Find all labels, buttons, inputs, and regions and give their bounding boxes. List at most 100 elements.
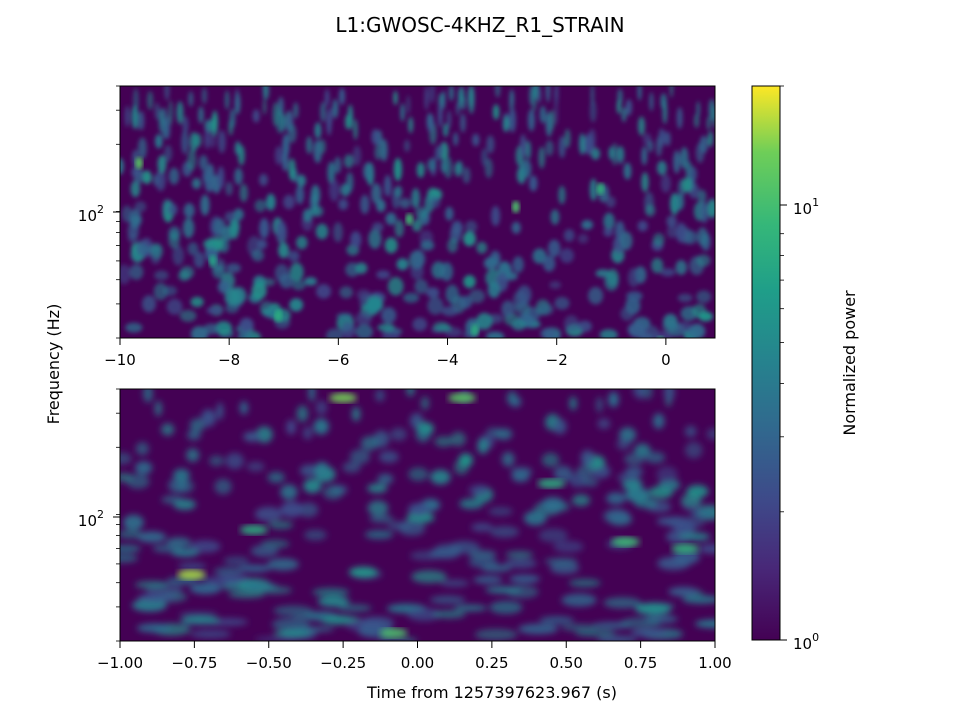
colorbar-tick-exp-bottom: 0: [812, 631, 819, 644]
top-texture-blob: [360, 194, 370, 214]
bottom-hotspot: [448, 392, 477, 403]
top-texture-blob: [396, 258, 409, 271]
top-texture-blob: [134, 201, 147, 213]
top-texture-blob: [281, 149, 289, 172]
top-texture-blob: [393, 90, 398, 106]
top-texture-blob: [172, 245, 184, 266]
top-texture-blob: [336, 312, 353, 321]
top-texture-blob: [491, 206, 501, 226]
top-texture-blob: [393, 157, 403, 182]
top-texture-blob: [288, 158, 296, 181]
top-hotspot: [470, 324, 479, 336]
bottom-hotspot: [177, 569, 206, 580]
top-texture-blob: [453, 132, 459, 146]
top-texture-blob: [558, 135, 566, 159]
bottom-texture-blob: [630, 628, 668, 638]
bottom-texture-blob: [186, 448, 200, 462]
top-texture-blob: [191, 178, 202, 189]
bottom-texture-blob: [571, 494, 591, 507]
top-texture-blob: [637, 86, 642, 101]
top-texture-blob: [433, 321, 450, 332]
top-texture-blob: [384, 237, 398, 254]
top-texture-blob: [563, 315, 580, 333]
top-texture-blob: [589, 100, 597, 123]
bottom-texture-blob: [296, 405, 309, 423]
top-texture-blob: [394, 185, 403, 198]
top-texture-blob: [187, 149, 197, 171]
top-texture-blob: [545, 86, 551, 103]
bottom-texture-blob: [154, 400, 163, 417]
top-texture-blob: [350, 231, 362, 249]
top-texture-blob: [120, 264, 131, 285]
top-texture-blob: [447, 238, 458, 253]
top-texture-blob: [208, 133, 216, 148]
bottom-texture-blob: [176, 479, 195, 494]
top-texture-blob: [147, 91, 154, 110]
top-texture-blob: [203, 239, 215, 249]
top-texture-blob: [664, 131, 671, 147]
top-texture-blob: [179, 309, 197, 322]
top-texture-blob: [627, 267, 640, 288]
bottom-texture-blob: [429, 595, 466, 605]
top-panel-x-axis: −10 −8 −6 −4 −2 0: [104, 338, 671, 369]
top-texture-blob: [458, 86, 465, 103]
top-texture-blob: [235, 88, 240, 111]
bottom-texture-blob: [217, 573, 249, 583]
bottom-panel-x-axis: −1.00 −0.75 −0.50 −0.25 0.00 0.25 0.50 0.75 1.00: [97, 641, 732, 672]
top-texture-blob: [660, 268, 676, 277]
bottom-texture-blob: [135, 442, 149, 456]
top-panel: −10 −8 −6 −4 −2 0 102: [78, 85, 716, 369]
bottom-panel-y-axis: 102: [78, 388, 120, 642]
bottom-panel-texture: [120, 389, 715, 641]
top-texture-blob: [427, 296, 444, 315]
bottom-x-tick-label: −1.00: [97, 654, 143, 672]
top-texture-blob: [334, 156, 342, 174]
bottom-texture-blob: [541, 452, 560, 468]
top-texture-blob: [215, 321, 233, 336]
bottom-texture-blob: [180, 616, 220, 623]
top-texture-blob: [333, 222, 343, 243]
top-y-tick-exp: 2: [97, 203, 104, 216]
top-y-minor-ticks: [116, 85, 120, 339]
top-texture-blob: [617, 146, 625, 162]
top-x-tick-label: −4: [436, 351, 458, 369]
top-texture-blob: [481, 148, 488, 167]
bottom-texture-blob: [223, 556, 250, 566]
bottom-texture-blob: [698, 544, 715, 554]
top-texture-blob: [441, 306, 459, 317]
top-texture-blob: [387, 277, 404, 296]
bottom-texture-blob: [663, 389, 675, 402]
bottom-panel: −1.00 −0.75 −0.50 −0.25 0.00 0.25 0.50 0.75 1.00…: [78, 388, 732, 672]
bottom-texture-blob: [364, 529, 394, 540]
top-texture-blob: [424, 86, 429, 111]
bottom-texture-blob: [582, 477, 599, 487]
top-texture-blob: [155, 169, 166, 192]
top-texture-blob: [550, 209, 560, 225]
top-texture-blob: [545, 140, 554, 157]
colorbar-minor-ticks: [780, 85, 784, 513]
top-texture-blob: [415, 206, 428, 220]
top-texture-blob: [355, 324, 373, 338]
top-texture-blob: [288, 124, 297, 143]
top-texture-blob: [363, 162, 373, 181]
bottom-texture-blob: [485, 586, 523, 594]
bottom-texture-blob: [302, 426, 313, 440]
bottom-texture-blob: [553, 418, 567, 435]
top-texture-blob: [554, 296, 570, 310]
top-texture-blob: [225, 303, 239, 314]
bottom-texture-blob: [440, 579, 470, 587]
top-y-tick-label: 102: [78, 203, 104, 225]
top-texture-blob: [313, 139, 323, 164]
top-texture-blob: [495, 86, 501, 98]
top-texture-blob: [676, 107, 683, 129]
top-texture-blob: [531, 86, 538, 112]
top-texture-blob: [276, 220, 287, 242]
top-texture-blob: [341, 321, 356, 338]
top-texture-blob: [603, 212, 615, 231]
bottom-texture-blob: [539, 616, 575, 625]
top-texture-blob: [259, 301, 274, 316]
top-texture-blob: [538, 146, 546, 169]
top-texture-blob: [543, 255, 556, 272]
bottom-texture-blob: [477, 438, 489, 455]
